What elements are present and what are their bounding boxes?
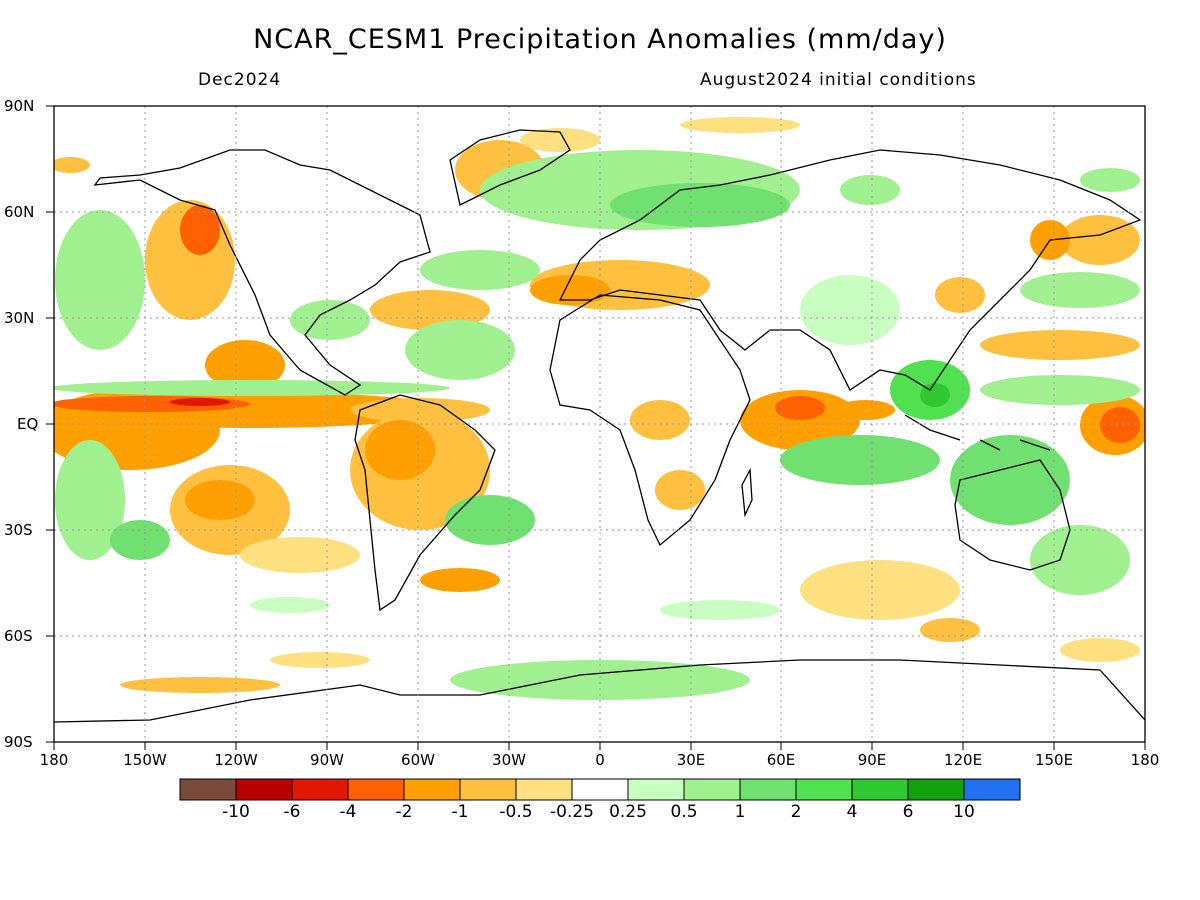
colorbar-swatch (795, 778, 853, 801)
colorbar-label: -0.5 (499, 802, 533, 822)
colorbar (179, 778, 1021, 801)
lon-label-150e: 150E (1034, 751, 1074, 769)
colorbar-label: 2 (790, 802, 802, 822)
lon-label-30w: 30W (492, 751, 526, 769)
lon-label-90w: 90W (310, 751, 344, 769)
colorbar-swatch (907, 778, 965, 801)
colorbar-label: -10 (222, 802, 250, 822)
colorbar-label: 0.5 (670, 802, 698, 822)
lon-label-30e: 30E (676, 751, 706, 769)
wet-anomalies (54, 150, 1140, 700)
colorbar-label: 4 (846, 802, 858, 822)
lat-label-90n: 90N (4, 97, 35, 115)
colorbar-label: -0.25 (550, 802, 594, 822)
map-title: NCAR_CESM1 Precipitation Anomalies (mm/d… (253, 24, 947, 55)
lon-label-90e: 90E (857, 751, 887, 769)
colorbar-label: -4 (339, 802, 357, 822)
colorbar-swatch (739, 778, 797, 801)
colorbar-swatch (515, 778, 573, 801)
colorbar-label: 10 (953, 802, 975, 822)
lon-label-120w: 120W (214, 751, 258, 769)
lon-label-180e: 180 (1130, 751, 1160, 769)
colorbar-swatch (963, 778, 1021, 801)
colorbar-swatch (571, 778, 629, 801)
lon-label-0: 0 (595, 751, 605, 769)
anomaly-field (54, 117, 1145, 723)
coastlines (54, 129, 1145, 723)
colorbar-label: -6 (283, 802, 301, 822)
colorbar-label: 6 (902, 802, 914, 822)
lon-label-180w: 180 (39, 751, 69, 769)
lat-label-90s: 90S (4, 733, 33, 751)
colorbar-swatch (459, 778, 517, 801)
valid-month-label: Dec2024 (198, 70, 282, 90)
grid-lines (54, 106, 1145, 742)
colorbar-label: -2 (395, 802, 413, 822)
colorbar-swatch (291, 778, 349, 801)
colorbar-label: -1 (451, 802, 469, 822)
colorbar-swatch (403, 778, 461, 801)
lon-label-60e: 60E (766, 751, 796, 769)
axis-ticks (46, 105, 1146, 750)
lat-label-30s: 30S (4, 521, 33, 539)
colorbar-swatch (179, 778, 237, 801)
lat-label-eq: EQ (17, 415, 39, 433)
colorbar-swatch (627, 778, 685, 801)
colorbar-swatch (851, 778, 909, 801)
lon-label-60w: 60W (401, 751, 435, 769)
colorbar-swatch (347, 778, 405, 801)
lon-label-120e: 120E (943, 751, 983, 769)
colorbar-swatch (235, 778, 293, 801)
colorbar-label: 1 (734, 802, 746, 822)
lon-label-150w: 150W (123, 751, 167, 769)
lat-label-30n: 30N (4, 309, 35, 327)
init-conditions-label: August2024 initial conditions (700, 70, 977, 90)
colorbar-label: 0.25 (609, 802, 647, 822)
lat-label-60n: 60N (4, 203, 35, 221)
lat-label-60s: 60S (4, 627, 33, 645)
colorbar-swatch (683, 778, 741, 801)
dry-anomalies (54, 117, 1145, 693)
